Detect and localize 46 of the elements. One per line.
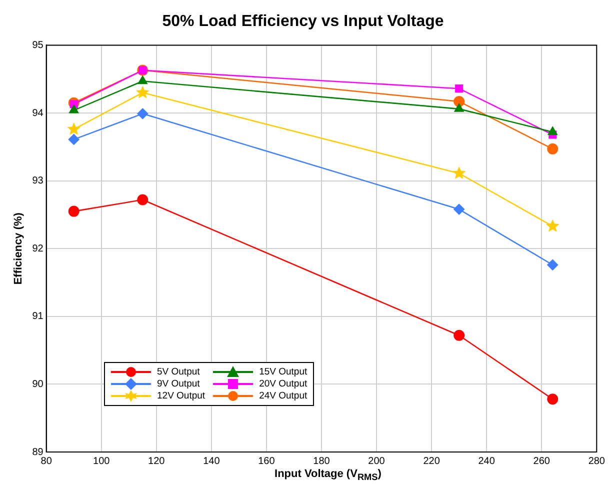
legend-label: 12V Output <box>157 390 206 402</box>
legend-label: 20V Output <box>259 378 308 390</box>
x-tick-label: 80 <box>40 456 52 467</box>
legend-label: 5V Output <box>157 366 200 378</box>
x-tick-label: 260 <box>533 456 550 467</box>
y-axis-title: Efficiency (%) <box>12 212 25 285</box>
point <box>455 84 464 93</box>
x-tick-label: 140 <box>203 456 220 467</box>
legend-label: 24V Output <box>259 390 308 402</box>
point <box>454 204 465 215</box>
y-tick-label: 95 <box>32 40 44 51</box>
x-tick-label: 200 <box>368 456 386 467</box>
point <box>547 259 558 270</box>
point <box>67 122 80 135</box>
point <box>137 108 148 120</box>
point <box>69 104 79 114</box>
legend-label: 15V Output <box>259 366 308 378</box>
point <box>454 103 464 112</box>
x-tick-label: 240 <box>478 456 496 467</box>
x-axis-title: Input Voltage (V$_{RMS}$) <box>274 468 382 482</box>
x-tick-label: 120 <box>148 456 166 467</box>
point <box>546 219 560 232</box>
chart-title: 50% Load Efficiency vs Input Voltage <box>162 13 444 30</box>
x-tick-label: 180 <box>313 456 330 467</box>
y-tick-label: 93 <box>32 176 44 187</box>
point <box>547 394 558 405</box>
x-tick-label: 160 <box>258 456 276 467</box>
y-tick-label: 91 <box>32 311 44 322</box>
point <box>547 143 558 154</box>
y-tick-label: 90 <box>32 378 44 390</box>
legend-label: 9V Output <box>157 378 200 390</box>
y-tick-label: 94 <box>32 108 44 119</box>
x-tick-label: 220 <box>423 456 440 467</box>
y-tick-label: 92 <box>32 243 44 254</box>
point <box>68 206 80 217</box>
point <box>452 166 466 180</box>
point <box>138 76 148 84</box>
point <box>548 126 558 135</box>
point <box>68 134 80 145</box>
x-tick-label: 280 <box>588 456 606 467</box>
point <box>137 194 148 206</box>
point <box>454 96 465 107</box>
y-tick-label: 89 <box>32 446 44 458</box>
point <box>454 330 465 341</box>
point <box>136 86 150 98</box>
x-tick-label: 100 <box>93 456 110 467</box>
